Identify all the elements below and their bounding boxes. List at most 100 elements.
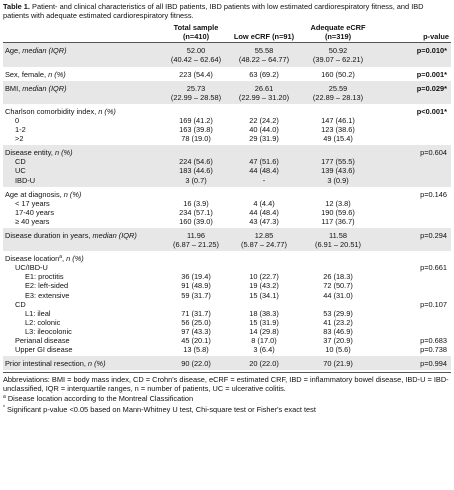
label-text: Age,	[5, 46, 21, 56]
value-cell: 3 (0.7)	[161, 176, 231, 187]
header-text: Adequate eCRF	[310, 23, 366, 33]
value-text: 44 (48.4)	[249, 166, 279, 176]
row-label: E1: proctitis	[3, 272, 161, 281]
label-unit: n (%)	[66, 254, 84, 264]
label-text: L2: colonic	[25, 317, 61, 327]
p-value	[379, 166, 451, 175]
value-cell: 44 (48.4)	[231, 208, 297, 217]
value-text: 91 (48.9)	[181, 281, 211, 291]
row-label: CD	[3, 157, 161, 166]
value-text: 29 (31.9)	[249, 134, 279, 144]
row-label: Disease entity, n (%)	[3, 145, 161, 157]
value-text: 16 (3.9)	[183, 198, 209, 208]
value-cell	[161, 104, 231, 116]
row-group: Sex, female, n (%) 223 (54.4) 63 (69.2) 160 …	[3, 67, 451, 81]
p-value	[379, 291, 451, 300]
value-cell: 70 (21.9)	[297, 356, 379, 370]
row-label: Age at diagnosis, n (%)	[3, 187, 161, 199]
table-row: E1: proctitis 36 (19.4) 10 (22.7) 26 (18.3)	[3, 272, 451, 281]
p-value	[379, 309, 451, 318]
value-text: 177 (55.5)	[321, 157, 355, 167]
value-text: 14 (29.8)	[249, 326, 279, 336]
value-text: (40.42 – 62.64)	[170, 55, 222, 65]
row-label: Upper GI disease	[3, 345, 161, 356]
value-text: (22.89 – 28.13)	[312, 92, 364, 102]
row-label: Prior intestinal resection, n (%)	[3, 356, 161, 370]
value-cell: 40 (44.0)	[231, 125, 297, 134]
label-text: 17-40 years	[15, 207, 55, 217]
table-row: CD 224 (54.6) 47 (51.6) 177 (55.5)	[3, 157, 451, 166]
table-row: 17-40 years 234 (57.1) 44 (48.4) 190 (59.6)	[3, 208, 451, 217]
p-value	[379, 125, 451, 134]
value-cell	[161, 263, 231, 272]
p-value: p=0.661	[420, 263, 447, 273]
value-text: 52.00	[186, 46, 206, 56]
footnote: a Disease location according to the Mont…	[3, 394, 451, 403]
table-row: UC/IBD-U p=0.661	[3, 263, 451, 272]
value-cell	[161, 251, 231, 263]
value-cell: 224 (54.6)	[161, 157, 231, 166]
value-text: 18 (38.3)	[249, 308, 279, 318]
value-cell: 52.00 (40.42 – 62.64)	[161, 43, 231, 67]
label-text: UC/IBD-U	[15, 263, 48, 273]
p-value	[379, 318, 451, 327]
row-label: 0	[3, 116, 161, 125]
table-row: L1: ileal 71 (31.7) 18 (38.3) 53 (29.9)	[3, 309, 451, 318]
caption-text: Patient- and clinical characteristics of…	[3, 2, 424, 21]
p-value	[379, 116, 451, 125]
value-cell: 15 (34.1)	[231, 291, 297, 300]
row-label: IBD-U	[3, 176, 161, 187]
p-value	[379, 327, 451, 336]
value-cell: 190 (59.6)	[297, 208, 379, 217]
row-label: L3: ileocolonic	[3, 327, 161, 336]
table-row: BMI, median (IQR) 25.73 (22.99 – 28.58) 26.6…	[3, 81, 451, 104]
value-text: 56 (25.0)	[181, 317, 211, 327]
row-label: UC	[3, 166, 161, 175]
table-row: Perianal disease 45 (20.1) 8 (17.0) 37 (20.…	[3, 336, 451, 345]
value-cell	[297, 104, 379, 116]
row-label: >2	[3, 134, 161, 145]
value-text: 13 (5.8)	[183, 345, 209, 355]
footnote-marker: *	[3, 404, 5, 411]
label-unit: n (%)	[63, 189, 82, 199]
label-text: BMI,	[5, 83, 21, 93]
value-cell: 3 (0.9)	[297, 176, 379, 187]
value-text: 139 (43.6)	[321, 166, 355, 176]
value-cell: 10 (22.7)	[231, 272, 297, 281]
p-value: p=0.029*	[416, 83, 447, 93]
row-label: L2: colonic	[3, 318, 161, 327]
value-text: 50.92	[328, 46, 348, 56]
row-label: UC/IBD-U	[3, 263, 161, 272]
value-text: 20 (22.0)	[249, 359, 279, 369]
value-cell: 36 (19.4)	[161, 272, 231, 281]
value-cell: 16 (3.9)	[161, 199, 231, 208]
value-text: 63 (69.2)	[249, 69, 279, 79]
table-row: Age, median (IQR) 52.00 (40.42 – 62.64) 55.5…	[3, 43, 451, 67]
value-cell: 15 (31.9)	[231, 318, 297, 327]
p-value: p=0.001*	[416, 69, 447, 79]
value-text: 11.96	[187, 230, 205, 240]
table-row: Charlson comorbidity index, n (%) p<0.001*	[3, 104, 451, 116]
value-text: 117 (36.7)	[321, 216, 355, 226]
label-text: E3: extensive	[25, 290, 70, 300]
label-unit: median (IQR)	[92, 230, 137, 240]
value-cell	[231, 145, 297, 157]
value-cell: 177 (55.5)	[297, 157, 379, 166]
value-text: 83 (46.9)	[323, 326, 353, 336]
label-unit: median (IQR)	[22, 46, 67, 56]
label-text: < 17 years	[15, 198, 50, 208]
value-text: 8 (17.0)	[251, 336, 277, 345]
row-label: BMI, median (IQR)	[3, 81, 161, 104]
value-cell	[297, 187, 379, 199]
value-cell: 50.92 (39.07 – 62.21)	[297, 43, 379, 67]
label-text: Prior intestinal resection,	[5, 359, 86, 369]
value-text: 71 (31.7)	[181, 308, 211, 318]
row-group: BMI, median (IQR) 25.73 (22.99 – 28.58) 26.6…	[3, 80, 451, 104]
value-cell: 123 (38.6)	[297, 125, 379, 134]
footnote: Abbreviations: BMI = body mass index, CD…	[3, 375, 449, 394]
value-cell: 19 (43.2)	[231, 281, 297, 290]
document: Table 1. Patient- and clinical character…	[3, 2, 451, 414]
value-cell: 22 (24.2)	[231, 116, 297, 125]
value-cell: 25.59 (22.89 – 28.13)	[297, 81, 379, 104]
value-text: 11.58	[329, 230, 347, 240]
